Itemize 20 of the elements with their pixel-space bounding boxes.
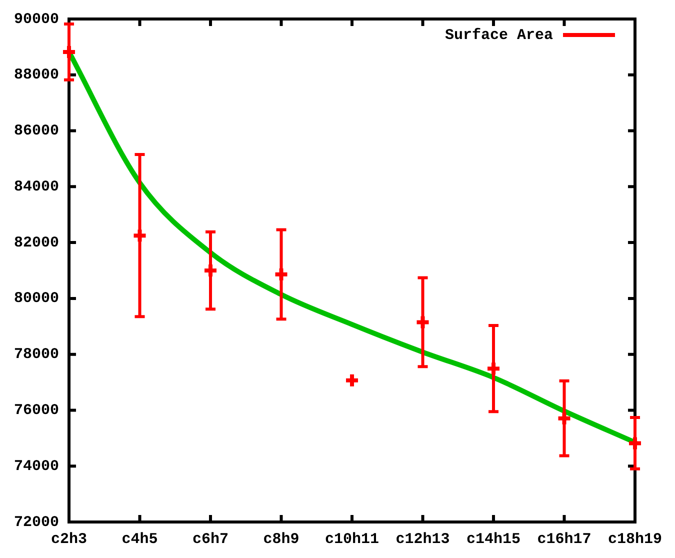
y-tick-label: 80000 [14,290,60,308]
y-tick-label: 86000 [14,122,60,140]
y-tick-label: 72000 [14,514,60,531]
x-tick-label: c18h19 [608,530,662,548]
x-tick-label: c14h15 [466,530,521,548]
y-tick-label: 84000 [14,178,60,196]
y-tick-label: 76000 [14,402,60,420]
x-tick-label: c16h17 [537,530,592,548]
x-tick-label: c10h11 [324,530,380,548]
y-tick-label: 90000 [14,10,60,28]
y-tick-label: 74000 [14,458,60,475]
y-tick-label: 78000 [14,346,60,364]
y-tick-label: 88000 [14,66,60,84]
x-tick-label: c12h13 [396,530,450,548]
x-tick-label: c2h3 [51,530,88,548]
x-tick-label: c8h9 [263,530,300,548]
x-tick-label: c6h7 [192,530,229,548]
x-tick-label: c4h5 [122,530,158,548]
y-tick-label: 82000 [14,234,60,252]
legend-label: Surface Area [444,26,553,44]
